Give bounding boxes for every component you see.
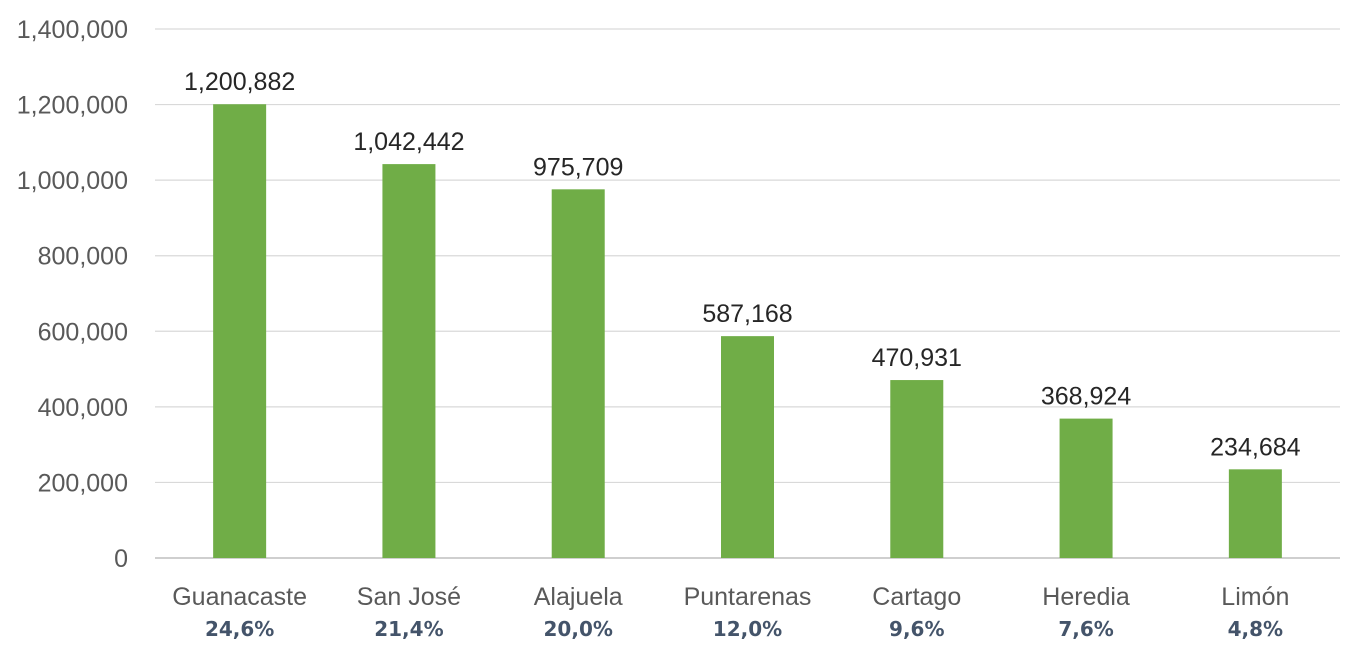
y-tick-label: 1,000,000 xyxy=(17,167,128,195)
y-tick-label: 400,000 xyxy=(38,394,128,422)
y-tick-label: 0 xyxy=(114,545,128,573)
data-labels: 1,200,882 1,042,442 975,709 587,168 470,931 3… xyxy=(184,68,1301,461)
y-tick-label: 1,200,000 xyxy=(17,92,128,120)
y-tick-label: 800,000 xyxy=(38,243,128,271)
x-percent-label: 4,8% xyxy=(1228,617,1283,641)
bars xyxy=(213,104,1282,559)
x-category-label: Alajuela xyxy=(534,583,623,611)
bar xyxy=(382,164,436,559)
x-category-label: Guanacaste xyxy=(172,583,307,611)
x-axis-category-labels: Guanacaste San José Alajuela Puntarenas Cart… xyxy=(172,583,1289,611)
bar-value-label: 470,931 xyxy=(872,344,962,372)
x-percent-label: 9,6% xyxy=(889,617,944,641)
bar xyxy=(890,380,944,558)
bar-value-label: 587,168 xyxy=(702,300,792,328)
x-percent-label: 21,4% xyxy=(374,617,443,641)
bar xyxy=(721,336,774,558)
bar-value-label: 1,042,442 xyxy=(353,128,464,156)
bar-value-label: 368,924 xyxy=(1041,383,1131,411)
x-percent-label: 7,6% xyxy=(1058,617,1113,641)
gridlines xyxy=(155,28,1340,559)
x-category-label: Cartago xyxy=(872,583,961,611)
x-category-label: Heredia xyxy=(1042,583,1130,611)
x-percent-label: 24,6% xyxy=(205,617,274,641)
x-category-label: San José xyxy=(357,583,461,611)
y-tick-label: 600,000 xyxy=(38,318,128,346)
bar-value-label: 234,684 xyxy=(1210,433,1300,461)
bar-value-label: 975,709 xyxy=(533,153,623,181)
x-percent-label: 20,0% xyxy=(544,617,613,641)
bar xyxy=(551,189,605,558)
bar xyxy=(1059,418,1113,558)
x-category-label: Puntarenas xyxy=(684,583,812,611)
bar xyxy=(1228,469,1282,558)
x-percent-label: 12,0% xyxy=(713,617,782,641)
y-tick-label: 1,400,000 xyxy=(17,16,128,44)
y-axis-tick-labels: 0 200,000 400,000 600,000 800,000 1,000,000 1,… xyxy=(17,16,128,573)
percent-labels: 24,6% 21,4% 20,0% 12,0% 9,6% 7,6% 4,8% xyxy=(205,617,1283,641)
bar-value-label: 1,200,882 xyxy=(184,68,295,96)
y-tick-label: 200,000 xyxy=(38,469,128,497)
x-category-label: Limón xyxy=(1221,583,1289,611)
bar xyxy=(213,104,267,558)
